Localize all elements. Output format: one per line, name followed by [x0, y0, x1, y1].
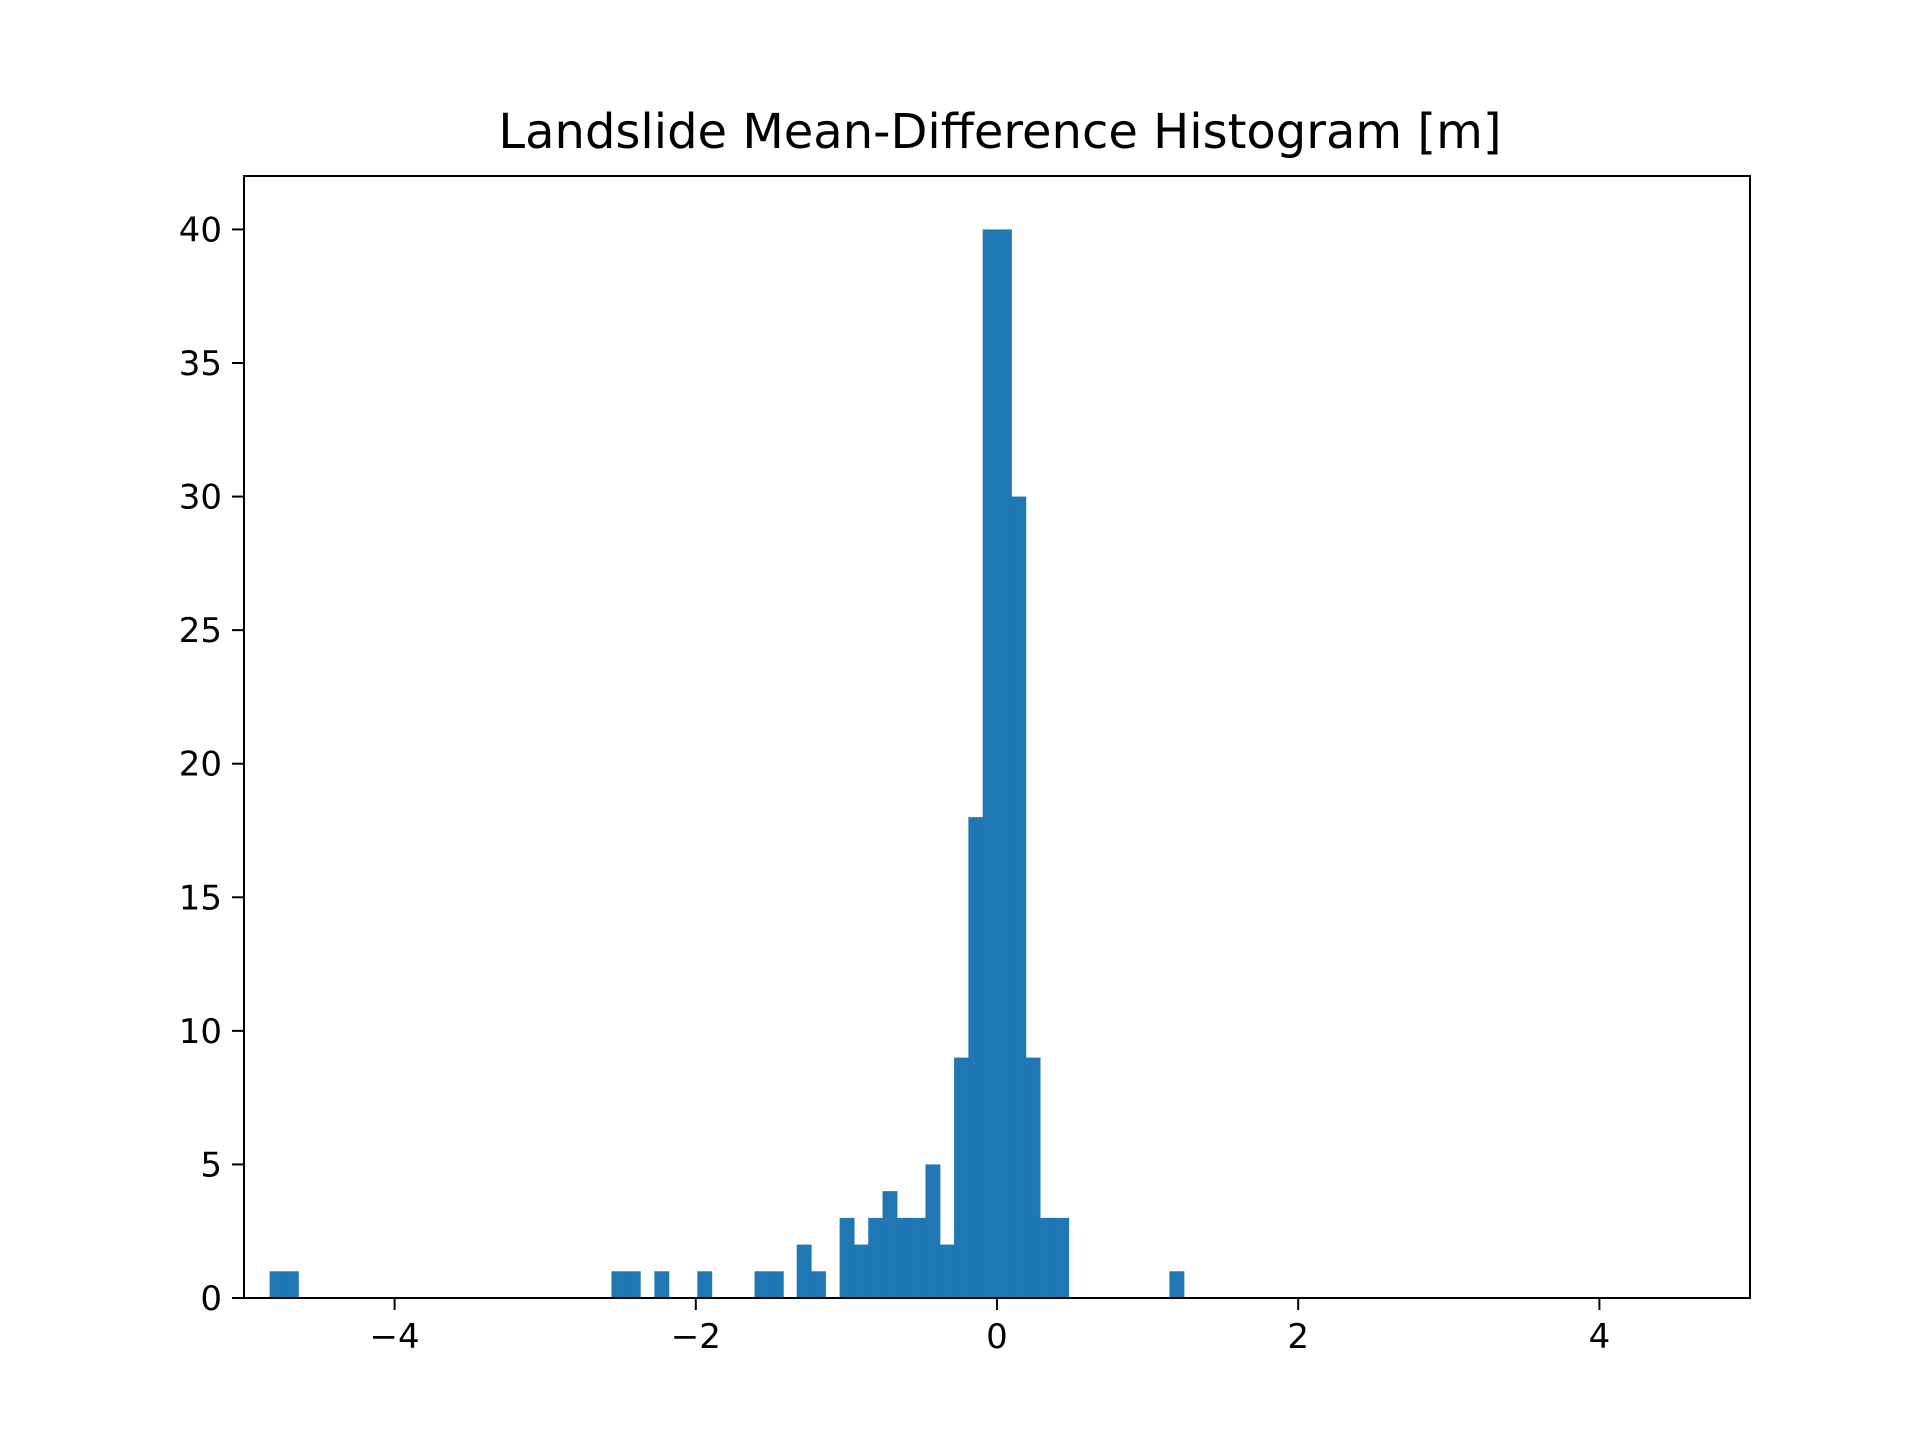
x-tick-label: −4	[370, 1317, 420, 1357]
histogram-bar-5	[697, 1271, 713, 1298]
histogram-bar-14	[896, 1217, 912, 1298]
histogram-bar-19	[968, 817, 984, 1298]
x-tick-label: 2	[1287, 1317, 1309, 1357]
y-tick-label: 25	[179, 611, 222, 651]
x-axis: −4 −2 0 2 4	[370, 1298, 1611, 1357]
histogram-bar-26	[1169, 1271, 1185, 1298]
histogram-bar-1	[283, 1271, 299, 1298]
histogram-bar-22	[1011, 496, 1027, 1299]
histogram-bar-18	[954, 1057, 969, 1298]
histogram-bar-21	[997, 229, 1012, 1298]
histogram-bar-16	[925, 1164, 941, 1298]
y-tick-label: 5	[200, 1145, 222, 1185]
histogram-bar-3	[625, 1271, 641, 1298]
y-tick-label: 15	[179, 878, 222, 918]
histogram-bar-9	[811, 1271, 826, 1298]
histogram-bar-24	[1039, 1217, 1055, 1298]
y-tick-label: 10	[179, 1012, 222, 1052]
histogram-bar-8	[796, 1244, 812, 1298]
histogram-bar-15	[911, 1217, 927, 1298]
histogram-bar-7	[768, 1271, 784, 1298]
histogram-bar-25	[1054, 1217, 1070, 1298]
histogram-bar-20	[982, 229, 998, 1298]
histogram-bar-11	[853, 1244, 869, 1298]
histogram-bar-2	[611, 1271, 627, 1298]
x-tick-label: 0	[986, 1317, 1008, 1357]
histogram-bar-23	[1025, 1057, 1041, 1298]
histogram-bar-10	[839, 1217, 855, 1298]
histogram-bar-0	[269, 1271, 285, 1298]
histogram-bars	[269, 229, 1185, 1299]
y-tick-label: 30	[179, 478, 222, 518]
y-tick-label: 35	[179, 344, 222, 384]
y-tick-label: 20	[179, 745, 222, 785]
x-tick-label: 4	[1589, 1317, 1611, 1357]
y-tick-label: 40	[179, 210, 222, 250]
chart-title: Landslide Mean-Difference Histogram [m]	[498, 104, 1501, 160]
y-tick-label: 0	[200, 1279, 222, 1319]
histogram-bar-13	[882, 1191, 898, 1298]
y-axis: 0 5 10 15 20 25 30 35 40	[179, 210, 244, 1319]
histogram-bar-6	[754, 1271, 770, 1298]
histogram-bar-17	[939, 1244, 955, 1298]
histogram-bar-4	[654, 1271, 670, 1298]
histogram-bar-12	[868, 1217, 884, 1298]
x-tick-label: −2	[671, 1317, 721, 1357]
